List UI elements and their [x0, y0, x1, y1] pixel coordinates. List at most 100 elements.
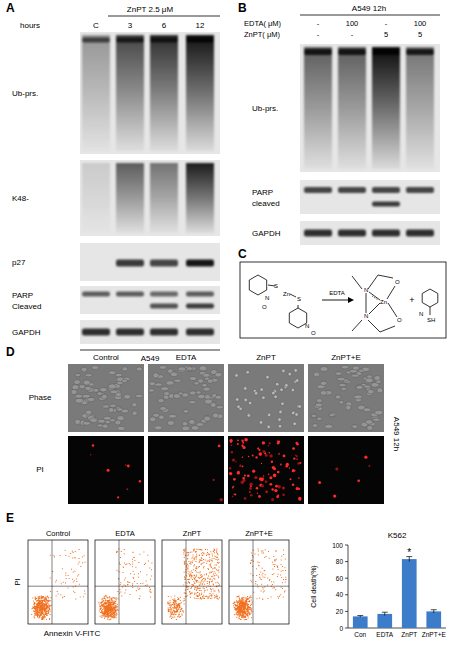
cell	[315, 403, 322, 407]
cell	[274, 395, 278, 399]
cell	[117, 416, 124, 420]
cell	[298, 405, 302, 409]
cell	[246, 370, 250, 374]
gate-line	[28, 586, 88, 587]
smear	[82, 35, 110, 151]
cell	[148, 389, 154, 392]
western-blot	[80, 243, 220, 281]
lane-label: C	[93, 21, 99, 30]
cell	[280, 388, 284, 392]
pi-spot	[260, 478, 264, 482]
band	[82, 292, 110, 297]
pi-spot	[248, 456, 250, 458]
blot-bands	[82, 35, 214, 151]
pi-spot	[269, 442, 271, 444]
pi-spot	[277, 442, 280, 445]
pi-spot	[233, 478, 236, 481]
header-line	[300, 15, 440, 16]
cell	[182, 422, 187, 427]
pi-spot	[250, 494, 252, 496]
pi-spot	[264, 452, 266, 454]
cell	[291, 411, 295, 415]
cell	[182, 393, 189, 397]
bar	[426, 611, 441, 628]
pi-spot	[268, 445, 269, 446]
cell	[155, 383, 163, 386]
cell	[92, 366, 99, 370]
coord-bond	[372, 296, 378, 300]
cell	[282, 369, 286, 373]
atom: O	[262, 304, 267, 310]
cell	[237, 405, 241, 409]
pi-spot	[247, 474, 250, 477]
blot-background	[80, 243, 220, 281]
western-blot	[80, 320, 220, 344]
cell	[98, 419, 106, 423]
cell	[295, 379, 299, 383]
event-cloud	[31, 549, 85, 620]
pi-spot	[298, 488, 300, 490]
cell	[153, 373, 159, 378]
cell	[351, 374, 359, 377]
blot-label: PARP	[252, 188, 273, 197]
cell	[190, 376, 197, 380]
smear	[150, 163, 178, 233]
atom: Zn	[283, 291, 290, 297]
pi-spot	[127, 465, 130, 468]
cell	[320, 381, 327, 385]
cell	[339, 383, 346, 386]
tick-label: 40	[336, 591, 344, 598]
row-value: 100	[414, 19, 427, 28]
cell	[356, 385, 363, 389]
atom: O	[395, 279, 400, 285]
pi-spot	[265, 454, 268, 457]
pi-spot	[232, 458, 235, 461]
side-label: A549 12h	[392, 417, 401, 451]
cell	[335, 372, 341, 376]
pi-spot	[292, 483, 295, 486]
pi-spot	[285, 465, 288, 468]
panel-label: B	[238, 1, 247, 15]
axis-label: PI	[13, 578, 22, 586]
plot-title: Control	[46, 529, 71, 538]
event-cloud	[233, 549, 287, 621]
atom: Zn	[380, 299, 387, 305]
bond	[290, 294, 296, 297]
pi-spot	[269, 452, 271, 454]
cell	[329, 412, 336, 417]
cell	[357, 385, 363, 390]
smear	[406, 47, 434, 169]
bar	[353, 616, 368, 628]
image-background	[228, 364, 304, 432]
cell	[203, 387, 210, 391]
cell	[267, 425, 271, 429]
cell	[207, 379, 213, 383]
band	[304, 49, 332, 55]
cell	[325, 424, 333, 429]
cell	[247, 414, 251, 418]
image-background	[148, 364, 224, 432]
tick-label: 80	[336, 558, 344, 565]
atom: N	[265, 295, 269, 301]
error-bar	[382, 612, 388, 615]
atom: N	[305, 323, 309, 329]
pi-image	[148, 436, 224, 504]
pi-spot	[237, 471, 240, 474]
y-tick	[345, 594, 348, 595]
bond	[369, 292, 380, 300]
cell	[281, 402, 285, 406]
blot-label: GAPDH	[252, 229, 281, 238]
bar	[402, 559, 417, 628]
cell	[278, 418, 282, 422]
header: ZnPT 2.5 μM	[127, 5, 174, 14]
band	[338, 230, 366, 237]
pi-spot	[218, 445, 221, 448]
pi-spot	[254, 476, 257, 479]
cell	[198, 394, 205, 399]
pi-spot	[292, 447, 295, 450]
cell	[196, 391, 201, 394]
cell	[278, 424, 282, 428]
band	[372, 187, 400, 193]
cell	[160, 406, 167, 410]
cell	[311, 414, 317, 417]
